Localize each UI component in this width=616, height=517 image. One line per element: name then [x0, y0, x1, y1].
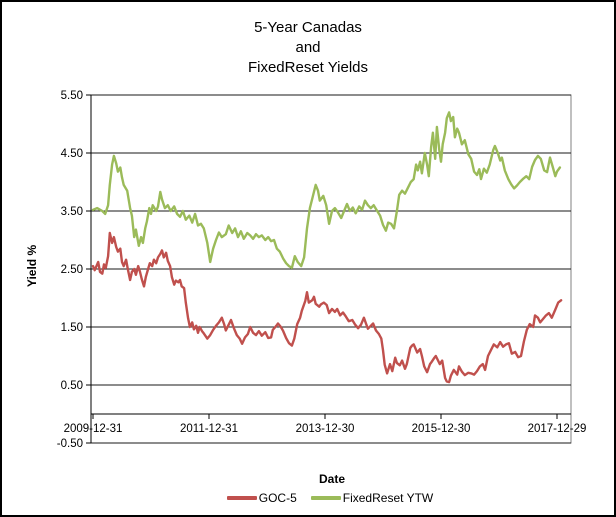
y-tick-label-3.50: 3.50: [61, 206, 83, 218]
y-axis-title: Yield %: [25, 244, 39, 288]
legend: GOC-5 FixedReset YTW: [2, 491, 614, 505]
goc5-line-swatch: [226, 496, 257, 500]
x-tick-label-2017-12-29: 2017-12-29: [528, 423, 587, 435]
y-tick-label-1.50: 1.50: [61, 322, 83, 334]
chart-title: 5-Year Canadas and FixedReset Yields: [2, 18, 614, 78]
series-line-fixedreset-ytw: [91, 111, 562, 269]
x-tick-label-2013-12-30: 2013-12-30: [296, 423, 355, 435]
y-tick-label-4.50: 4.50: [61, 148, 83, 160]
legend-item-fixedreset-ytw: FixedReset YTW: [310, 491, 434, 505]
legend-label-goc5: GOC-5: [258, 491, 297, 505]
y-tick-label-0.50: 0.50: [61, 380, 83, 392]
chart-title-line-2: and: [295, 39, 321, 56]
x-axis-title: Date: [318, 472, 345, 486]
legend-label-fixedreset-ytw: FixedReset YTW: [342, 491, 434, 505]
fixedreset-ytw-line-swatch: [310, 496, 341, 500]
x-tick-label-2015-12-30: 2015-12-30: [412, 423, 471, 435]
chart-title-line-1: 5-Year Canadas: [254, 19, 362, 36]
chart-title-line-3: FixedReset Yields: [247, 59, 369, 76]
y-tick-label-5.50: 5.50: [61, 90, 83, 102]
x-tick-label-2009-12-31: 2009-12-31: [64, 423, 123, 435]
x-tick-label-2011-12-31: 2011-12-31: [180, 423, 238, 435]
series-line-goc-5: [91, 231, 563, 384]
legend-item-goc5: GOC-5: [226, 491, 297, 505]
y-tick-label--0.50: -0.50: [57, 438, 83, 450]
y-tick-label-2.50: 2.50: [61, 264, 83, 276]
